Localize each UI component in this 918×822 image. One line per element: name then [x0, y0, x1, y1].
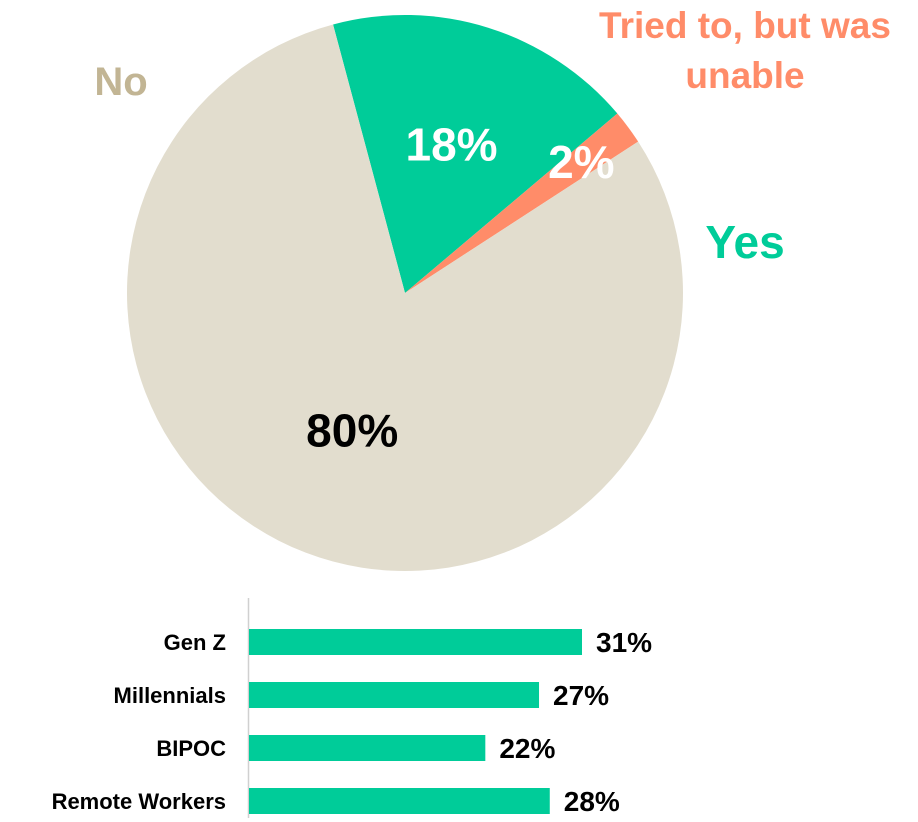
bar-gen-z [249, 629, 582, 655]
bar-millennials [249, 682, 540, 708]
bar-category-label-gen-z: Gen Z [164, 630, 226, 655]
pie-category-label-no: No [94, 60, 147, 104]
bar-chart: Gen Z 31% Millennials 27% BIPOC 22% Remote Wor… [52, 598, 652, 818]
bar-remote-workers [249, 788, 550, 814]
pie-slice-no [126, 24, 683, 571]
bar-value-label-bipoc: 22% [499, 733, 555, 764]
pie-category-label-yes: Yes [705, 216, 784, 268]
pie-value-label-tried-to-but-was-unable: 2% [548, 136, 614, 188]
bar-category-label-millennials: Millennials [114, 683, 226, 708]
bar-value-label-remote-workers: 28% [564, 786, 620, 817]
pie-category-label-tried-line-1: Tried to, but was [599, 5, 891, 46]
bar-bipoc [249, 735, 486, 761]
pie-category-label-tried-line-2: unable [685, 55, 804, 96]
pie-slice-yes [333, 14, 618, 293]
pie-slice-tried-to-but-was-unable [405, 113, 639, 293]
bar-category-label-remote-workers: Remote Workers [52, 789, 226, 814]
pie-value-label-no: 80% [306, 405, 398, 457]
bar-value-label-gen-z: 31% [596, 627, 652, 658]
bar-value-label-millennials: 27% [553, 680, 609, 711]
bar-category-label-bipoc: BIPOC [156, 736, 226, 761]
pie-value-label-yes: 18% [406, 118, 498, 170]
pie-chart: 18% 2% 80% Yes Tried to, but was unable No [94, 5, 891, 571]
